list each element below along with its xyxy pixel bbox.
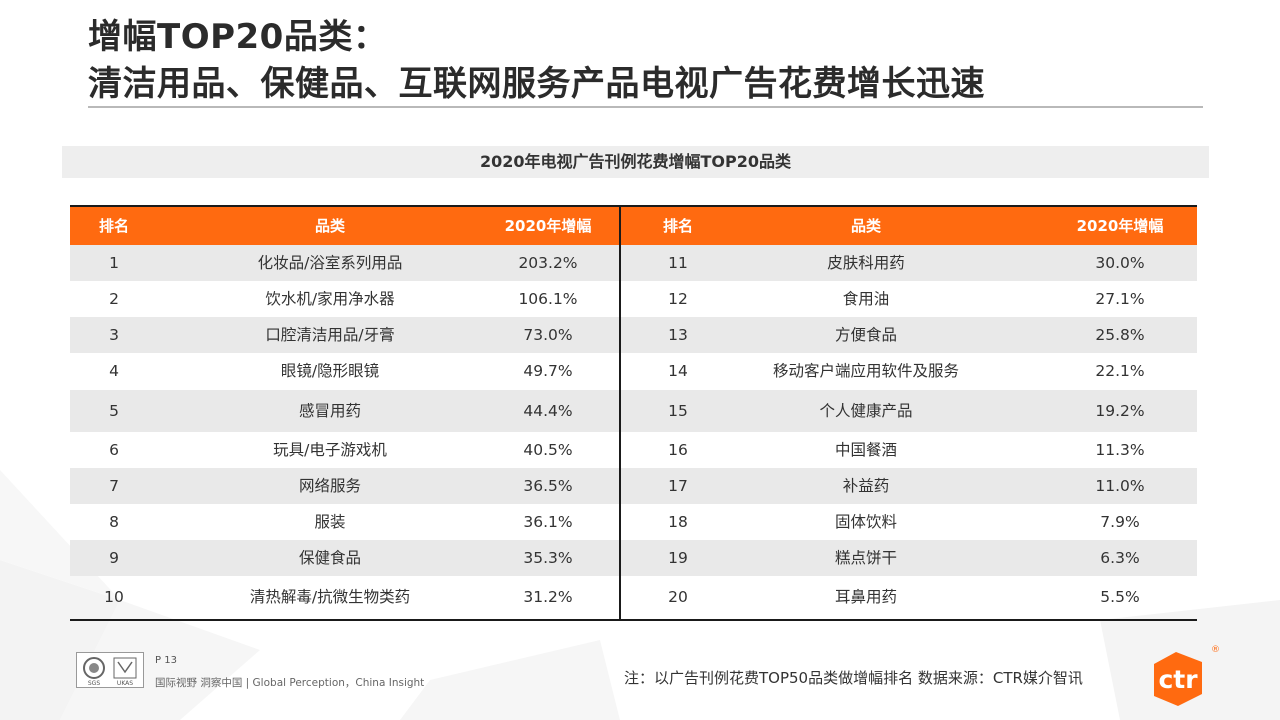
growth-cell: 40.5% xyxy=(523,441,573,459)
table-top-rule xyxy=(70,205,1197,207)
table-bottom-rule xyxy=(70,619,1197,621)
growth-cell: 11.3% xyxy=(1095,441,1145,459)
table-row: 8 服装 36.1% 18 固体饮料 7.9% xyxy=(70,504,1197,540)
rank-cell: 15 xyxy=(668,402,688,420)
growth-cell: 49.7% xyxy=(523,362,573,380)
category-cell: 化妆品/浴室系列用品 xyxy=(257,254,403,272)
rank-cell: 5 xyxy=(109,402,119,420)
category-cell: 眼镜/隐形眼镜 xyxy=(280,362,380,380)
title-line-2: 清洁用品、保健品、互联网服务产品电视广告花费增长迅速 xyxy=(88,64,985,104)
page-title: 增幅TOP20品类： 清洁用品、保健品、互联网服务产品电视广告花费增长迅速 xyxy=(88,14,1188,108)
table-row: 2 饮水机/家用净水器 106.1% 12 食用油 27.1% xyxy=(70,281,1197,317)
table-row: 7 网络服务 36.5% 17 补益药 11.0% xyxy=(70,468,1197,504)
page-number: P 13 xyxy=(155,655,177,666)
category-cell: 方便食品 xyxy=(834,326,897,344)
rank-cell: 18 xyxy=(668,513,688,531)
header-rank-right: 排名 xyxy=(662,217,693,235)
rank-cell: 8 xyxy=(109,513,119,531)
growth-cell: 203.2% xyxy=(518,254,578,272)
growth-cell: 106.1% xyxy=(518,290,578,308)
table-header: 排名 品类 2020年增幅 排名 品类 2020年增幅 xyxy=(70,207,1197,245)
category-cell: 皮肤科用药 xyxy=(827,254,905,272)
rank-cell: 7 xyxy=(109,477,119,495)
table-row: 4 眼镜/隐形眼镜 49.7% 14 移动客户端应用软件及服务 22.1% xyxy=(70,353,1197,390)
growth-cell: 5.5% xyxy=(1100,588,1140,606)
category-cell: 网络服务 xyxy=(298,477,361,495)
header-rank-left: 排名 xyxy=(98,217,129,235)
growth-cell: 25.8% xyxy=(1095,326,1145,344)
rank-cell: 19 xyxy=(668,549,688,567)
table-row: 1 化妆品/浴室系列用品 203.2% 11 皮肤科用药 30.0% xyxy=(70,245,1197,281)
rank-cell: 12 xyxy=(668,290,688,308)
table-row: 3 口腔清洁用品/牙膏 73.0% 13 方便食品 25.8% xyxy=(70,317,1197,353)
rank-cell: 4 xyxy=(109,362,119,380)
rank-cell: 17 xyxy=(668,477,688,495)
category-cell: 糕点饼干 xyxy=(834,549,897,567)
growth-cell: 6.3% xyxy=(1100,549,1140,567)
growth-cell: 11.0% xyxy=(1095,477,1145,495)
growth-cell: 27.1% xyxy=(1095,290,1145,308)
rank-cell: 20 xyxy=(668,588,688,606)
rank-cell: 13 xyxy=(668,326,688,344)
growth-cell: 22.1% xyxy=(1095,362,1145,380)
title-line-1: 增幅TOP20品类： xyxy=(88,17,388,57)
category-cell: 移动客户端应用软件及服务 xyxy=(772,362,959,380)
category-cell: 个人健康产品 xyxy=(819,402,913,420)
rank-cell: 3 xyxy=(109,326,119,344)
table-row: 10 清热解毒/抗微生物类药 31.2% 20 耳鼻用药 5.5% xyxy=(70,576,1197,619)
category-cell: 服装 xyxy=(314,513,346,531)
growth-cell: 73.0% xyxy=(523,326,573,344)
growth-cell: 36.1% xyxy=(523,513,573,531)
header-growth-left: 2020年增幅 xyxy=(504,217,592,235)
table-row: 5 感冒用药 44.4% 15 个人健康产品 19.2% xyxy=(70,390,1197,432)
title-divider xyxy=(88,106,1203,108)
rank-cell: 16 xyxy=(668,441,688,459)
cert-ukas-text: UKAS xyxy=(117,680,133,687)
rank-cell: 1 xyxy=(109,254,119,272)
growth-cell: 36.5% xyxy=(523,477,573,495)
category-cell: 感冒用药 xyxy=(298,402,361,420)
table-row: 6 玩具/电子游戏机 40.5% 16 中国餐酒 11.3% xyxy=(70,432,1197,468)
ctr-logo: ctr xyxy=(1154,652,1202,706)
growth-cell: 7.9% xyxy=(1100,513,1140,531)
registered-mark: ® xyxy=(1211,645,1220,655)
ctr-logo-text: ctr xyxy=(1158,665,1198,694)
rank-cell: 14 xyxy=(668,362,688,380)
category-cell: 食用油 xyxy=(842,290,890,308)
growth-cell: 35.3% xyxy=(523,549,573,567)
header-category-left: 品类 xyxy=(314,217,345,235)
rank-cell: 10 xyxy=(104,588,124,606)
category-cell: 中国餐酒 xyxy=(834,441,897,459)
category-cell: 固体饮料 xyxy=(834,513,897,531)
growth-cell: 31.2% xyxy=(523,588,573,606)
rank-cell: 9 xyxy=(109,549,119,567)
footer-tagline: 国际视野 洞察中国 | Global Perception，China Insi… xyxy=(155,677,425,689)
rank-cell: 11 xyxy=(668,254,688,272)
category-cell: 补益药 xyxy=(842,477,890,495)
category-cell: 清热解毒/抗微生物类药 xyxy=(249,588,411,606)
table-caption: 2020年电视广告刊例花费增幅TOP20品类 xyxy=(62,146,1209,178)
cert-sgs-text: SGS xyxy=(88,680,100,687)
growth-cell: 19.2% xyxy=(1095,402,1145,420)
category-cell: 口腔清洁用品/牙膏 xyxy=(265,326,395,344)
rank-cell: 6 xyxy=(109,441,119,459)
category-cell: 保健食品 xyxy=(298,549,361,567)
table-row: 9 保健食品 35.3% 19 糕点饼干 6.3% xyxy=(70,540,1197,576)
category-cell: 玩具/电子游戏机 xyxy=(273,441,387,459)
table-center-divider xyxy=(619,205,621,621)
growth-cell: 30.0% xyxy=(1095,254,1145,272)
header-growth-right: 2020年增幅 xyxy=(1076,217,1164,235)
category-cell: 耳鼻用药 xyxy=(834,588,897,606)
header-category-right: 品类 xyxy=(850,217,881,235)
growth-cell: 44.4% xyxy=(523,402,573,420)
certification-logo: SGS UKAS xyxy=(76,652,144,688)
rank-cell: 2 xyxy=(109,290,119,308)
footnote: 注：以广告刊例花费TOP50品类做增幅排名 数据来源：CTR媒介智讯 xyxy=(624,669,1083,687)
category-cell: 饮水机/家用净水器 xyxy=(265,290,395,308)
